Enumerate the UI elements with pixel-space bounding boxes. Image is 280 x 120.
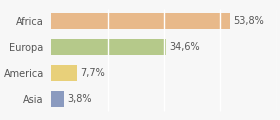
Bar xyxy=(51,13,230,29)
Bar xyxy=(51,91,64,107)
Bar xyxy=(51,65,77,81)
Text: 7,7%: 7,7% xyxy=(80,68,105,78)
Text: 34,6%: 34,6% xyxy=(169,42,200,52)
Text: 53,8%: 53,8% xyxy=(233,16,263,26)
Bar xyxy=(51,39,166,55)
Text: 3,8%: 3,8% xyxy=(67,94,92,104)
